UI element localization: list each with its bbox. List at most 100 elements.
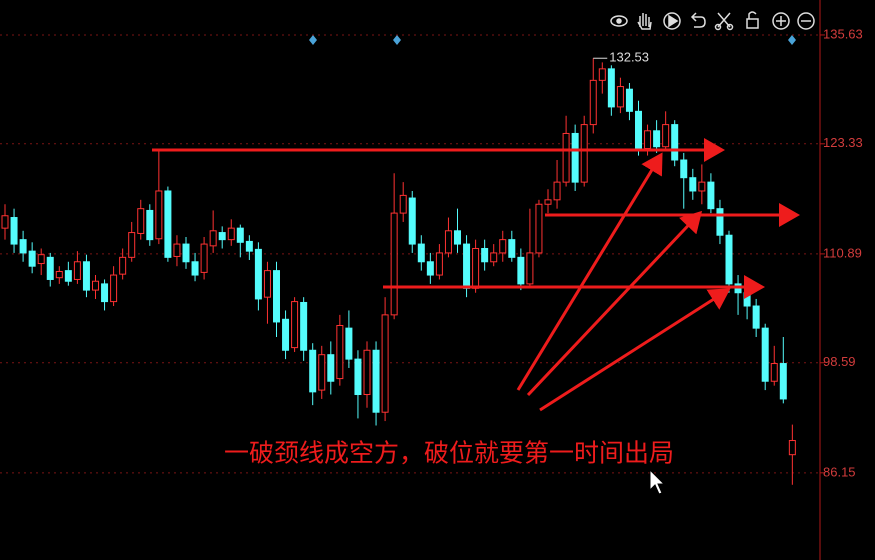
candle-body	[1, 215, 9, 229]
signal-dot	[788, 35, 796, 45]
candle-body	[381, 314, 389, 413]
candle-body	[698, 181, 706, 192]
play-triangle	[668, 14, 679, 28]
candle-body	[19, 239, 27, 254]
candle-body	[725, 234, 733, 285]
annotation-text: 一破颈线成空方，破位就要第一时间出局	[224, 440, 674, 468]
candle-body	[589, 79, 597, 126]
candle-body	[390, 212, 398, 316]
scissors-ring	[726, 23, 734, 31]
candle-body	[110, 274, 118, 303]
signal-markers	[309, 35, 796, 45]
max-label: 132.53	[609, 50, 649, 65]
candle-body	[499, 239, 507, 254]
candle-body	[46, 256, 54, 280]
eye-pupil	[616, 18, 622, 24]
candle-body	[399, 194, 407, 214]
zoom-out-icon[interactable]	[797, 12, 815, 30]
candle-body	[463, 243, 471, 289]
candle-body	[309, 349, 317, 393]
candle-body	[689, 177, 697, 192]
y-tick-label: 135.63	[823, 26, 863, 41]
candle-body	[209, 230, 217, 247]
candle-body	[28, 250, 36, 267]
candle-body	[10, 217, 18, 245]
candle-body	[662, 124, 670, 148]
candle-body	[472, 247, 480, 289]
lock-icon[interactable]	[746, 18, 759, 29]
candle-body	[128, 232, 136, 258]
y-tick-label: 110.89	[823, 245, 862, 260]
candle-body	[671, 124, 679, 161]
candle-body	[92, 280, 99, 291]
candle-body	[743, 292, 751, 307]
candle-body	[770, 363, 778, 382]
eye-icon[interactable]	[610, 15, 628, 27]
candle-body	[535, 203, 543, 254]
candle-body	[345, 327, 353, 360]
candle-body	[707, 181, 715, 210]
candle-body	[625, 88, 633, 112]
candle-body	[517, 256, 525, 285]
candle-body	[644, 130, 652, 149]
candle-body	[752, 305, 760, 329]
hand-icon[interactable]	[637, 13, 652, 30]
signal-dot	[309, 35, 317, 45]
y-tick-label: 123.33	[823, 135, 863, 150]
undo-icon[interactable]	[690, 12, 706, 28]
pointer-arrow	[539, 288, 731, 412]
candle-body	[218, 232, 226, 241]
candle-body	[372, 349, 380, 413]
candle-body	[490, 252, 498, 263]
candle-body	[580, 124, 588, 183]
mouse-cursor	[649, 468, 666, 495]
candle-body	[263, 270, 271, 298]
candle-body	[571, 132, 579, 183]
candle-body	[55, 271, 63, 279]
candle-body	[245, 240, 253, 252]
candle-body	[73, 261, 81, 280]
candle-body	[526, 252, 534, 285]
candle-body	[444, 230, 452, 254]
zoom-in-icon[interactable]	[772, 12, 790, 30]
candle-body	[173, 243, 181, 257]
candle-body	[200, 243, 208, 273]
candle-body	[417, 243, 425, 263]
candle-body	[273, 270, 280, 323]
candle-body	[137, 208, 145, 234]
candle-body	[101, 283, 109, 303]
candle-body	[716, 208, 724, 236]
candle-body	[354, 358, 362, 396]
candle-body	[481, 247, 489, 263]
candle-body	[761, 327, 769, 382]
toolbar[interactable]	[610, 11, 815, 31]
candle-body	[653, 130, 661, 148]
candle-body	[336, 324, 344, 380]
candle-body	[408, 197, 416, 245]
candle-body	[607, 68, 615, 108]
y-tick-label: 86.15	[823, 464, 856, 479]
candle-body	[182, 243, 190, 263]
candle-body	[435, 252, 443, 276]
candle-body	[680, 159, 688, 179]
candle-body	[300, 301, 308, 351]
scissors-ring	[714, 23, 722, 31]
candle-body	[363, 349, 371, 396]
y-tick-label: 98.59	[823, 354, 856, 369]
play-icon[interactable]	[663, 12, 681, 30]
zoom-in-plus	[776, 16, 786, 26]
candle-body	[37, 254, 45, 265]
candle-body	[191, 261, 199, 276]
candle-body	[508, 239, 516, 258]
plot-area: 135.63 123.33 110.89 98.59 86.15 132.53	[0, 26, 863, 485]
candle-body	[635, 110, 642, 149]
candle-body	[544, 199, 552, 205]
candle-body	[318, 354, 326, 391]
candle-body	[236, 227, 244, 243]
lock-shackle	[748, 11, 757, 19]
candle-body	[82, 261, 90, 291]
pointer-arrow	[516, 152, 663, 391]
